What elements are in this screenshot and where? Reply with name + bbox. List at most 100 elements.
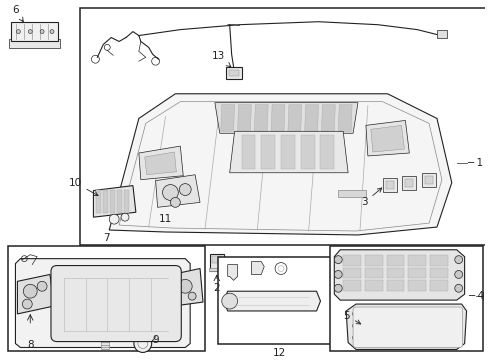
- Circle shape: [222, 293, 237, 309]
- Polygon shape: [16, 258, 190, 347]
- Text: 2: 2: [213, 283, 220, 293]
- Circle shape: [23, 284, 37, 298]
- Bar: [402, 176, 415, 190]
- Polygon shape: [237, 105, 251, 131]
- Circle shape: [334, 270, 342, 278]
- Bar: [110, 190, 115, 213]
- Bar: [117, 190, 122, 213]
- Polygon shape: [139, 146, 183, 180]
- Text: ─ 1: ─ 1: [467, 158, 483, 168]
- Text: 8: 8: [27, 339, 34, 350]
- Bar: [386, 255, 404, 266]
- Circle shape: [162, 185, 178, 201]
- Bar: [343, 255, 360, 266]
- Circle shape: [434, 342, 439, 347]
- Bar: [10, 22, 58, 41]
- Bar: [330, 246, 482, 351]
- Polygon shape: [321, 105, 335, 131]
- Circle shape: [352, 311, 357, 316]
- Circle shape: [37, 282, 47, 291]
- Polygon shape: [155, 175, 200, 207]
- Bar: [436, 30, 446, 37]
- Circle shape: [454, 323, 459, 328]
- Bar: [382, 178, 396, 192]
- Polygon shape: [270, 105, 285, 131]
- Text: 10: 10: [68, 177, 98, 195]
- Bar: [421, 173, 435, 186]
- Polygon shape: [334, 250, 464, 300]
- Text: 3: 3: [361, 188, 381, 207]
- Bar: [209, 254, 224, 271]
- Bar: [241, 135, 255, 169]
- Bar: [429, 267, 447, 278]
- Bar: [407, 267, 425, 278]
- Text: ─ 4: ─ 4: [468, 291, 484, 301]
- Text: 13: 13: [211, 51, 230, 67]
- Circle shape: [334, 256, 342, 264]
- Text: 12: 12: [272, 348, 285, 359]
- Circle shape: [170, 197, 180, 207]
- Circle shape: [40, 30, 44, 33]
- Text: 7: 7: [103, 233, 109, 243]
- Circle shape: [17, 30, 20, 33]
- Bar: [424, 176, 432, 184]
- Text: 9: 9: [152, 334, 159, 345]
- Polygon shape: [93, 186, 136, 217]
- Circle shape: [178, 279, 192, 293]
- Bar: [124, 190, 129, 213]
- Text: 11: 11: [158, 214, 171, 224]
- Bar: [385, 181, 393, 189]
- Polygon shape: [370, 125, 404, 152]
- Polygon shape: [229, 131, 347, 173]
- Bar: [300, 135, 314, 169]
- Text: 6: 6: [12, 5, 23, 22]
- Circle shape: [451, 342, 456, 347]
- Bar: [96, 190, 101, 213]
- Circle shape: [454, 335, 459, 340]
- Polygon shape: [220, 105, 234, 131]
- Circle shape: [50, 30, 54, 33]
- Polygon shape: [18, 274, 54, 314]
- Circle shape: [28, 30, 32, 33]
- Circle shape: [394, 342, 399, 347]
- Polygon shape: [214, 103, 357, 133]
- Bar: [103, 190, 108, 213]
- Bar: [343, 267, 360, 278]
- Polygon shape: [304, 105, 318, 131]
- Circle shape: [134, 335, 151, 352]
- Polygon shape: [346, 304, 466, 350]
- Circle shape: [179, 184, 191, 195]
- Bar: [429, 280, 447, 291]
- Bar: [8, 40, 60, 48]
- Bar: [320, 135, 334, 169]
- FancyBboxPatch shape: [352, 307, 462, 347]
- Bar: [407, 255, 425, 266]
- Text: 5: 5: [343, 311, 360, 324]
- Bar: [225, 67, 241, 79]
- Polygon shape: [172, 269, 203, 306]
- Bar: [407, 280, 425, 291]
- Circle shape: [454, 311, 459, 316]
- Bar: [281, 135, 294, 169]
- Circle shape: [121, 213, 129, 221]
- Circle shape: [454, 256, 462, 264]
- Circle shape: [352, 323, 357, 328]
- Circle shape: [352, 335, 357, 340]
- Circle shape: [454, 270, 462, 278]
- Circle shape: [22, 299, 32, 309]
- Circle shape: [414, 342, 419, 347]
- Polygon shape: [224, 291, 320, 311]
- FancyBboxPatch shape: [51, 266, 181, 342]
- Bar: [386, 280, 404, 291]
- Bar: [364, 280, 382, 291]
- Circle shape: [357, 342, 362, 347]
- Bar: [343, 280, 360, 291]
- Bar: [386, 267, 404, 278]
- Circle shape: [334, 284, 342, 292]
- Circle shape: [109, 214, 119, 224]
- Polygon shape: [251, 262, 264, 274]
- Bar: [211, 256, 222, 262]
- Bar: [80, 8, 488, 245]
- Polygon shape: [338, 105, 351, 131]
- Polygon shape: [287, 105, 301, 131]
